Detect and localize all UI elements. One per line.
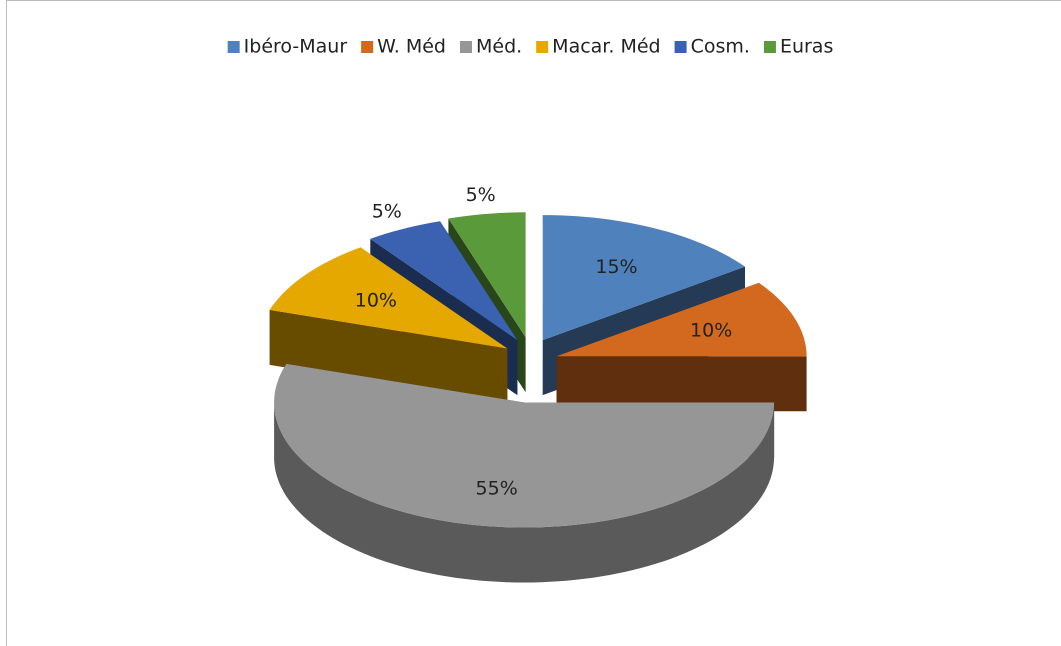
frame <box>6 0 1061 646</box>
data-label: 10% <box>355 289 397 311</box>
legend-swatch <box>674 41 687 53</box>
legend-label: W. Méd <box>377 36 446 58</box>
legend-swatch <box>361 41 374 53</box>
data-label: 15% <box>595 256 637 278</box>
legend-swatch <box>536 41 549 53</box>
data-label: 55% <box>476 477 518 499</box>
data-label: 5% <box>466 184 496 206</box>
slice <box>448 212 526 338</box>
slice <box>274 363 775 528</box>
legend-swatch <box>763 41 776 53</box>
data-label: 5% <box>372 200 402 222</box>
legend-swatch <box>227 41 240 53</box>
slice <box>269 247 508 349</box>
slice-side <box>556 356 807 412</box>
legend-label: Macar. Méd <box>552 36 660 58</box>
slice <box>556 282 807 357</box>
slice-side <box>269 309 508 404</box>
legend-label: Ibéro-Maur <box>244 36 348 58</box>
slice <box>370 221 518 341</box>
data-label: 10% <box>690 320 732 342</box>
legend-label: Méd. <box>476 36 522 58</box>
legend-label: Euras <box>780 36 833 58</box>
slice <box>542 215 745 341</box>
legend-label: Cosm. <box>691 36 750 58</box>
legend-swatch <box>459 41 472 53</box>
slice-wall <box>274 402 775 583</box>
